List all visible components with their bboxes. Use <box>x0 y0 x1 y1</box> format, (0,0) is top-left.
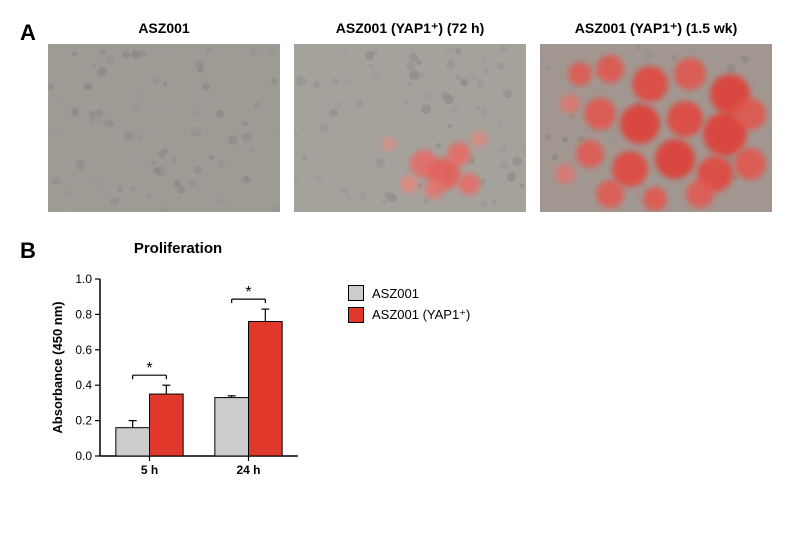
svg-text:0.2: 0.2 <box>75 414 92 428</box>
micrograph-title-1: ASZ001 (YAP1⁺) (72 h) <box>336 20 484 38</box>
panel-b-label: B <box>20 238 36 264</box>
svg-text:0.8: 0.8 <box>75 307 92 321</box>
legend-swatch-1 <box>348 307 364 323</box>
svg-text:0.6: 0.6 <box>75 343 92 357</box>
micrograph-2: ASZ001 (YAP1⁺) (1.5 wk) <box>540 20 772 212</box>
legend-row-0: ASZ001 <box>348 285 470 301</box>
micrograph-image-1 <box>294 44 526 212</box>
legend: ASZ001 ASZ001 (YAP1⁺) <box>348 285 470 329</box>
svg-text:24 h: 24 h <box>236 463 260 477</box>
svg-text:0.4: 0.4 <box>75 378 92 392</box>
micrograph-title-0: ASZ001 <box>138 20 189 38</box>
svg-text:*: * <box>146 360 152 377</box>
micrograph-image-0 <box>48 44 280 212</box>
panel-a-label: A <box>20 20 36 46</box>
panel-a-row: ASZ001 ASZ001 (YAP1⁺) (72 h) ASZ001 (YAP1⁺… <box>48 20 778 212</box>
svg-text:1.0: 1.0 <box>75 272 92 286</box>
chart-title: Proliferation <box>134 240 222 257</box>
micrograph-0: ASZ001 <box>48 20 280 212</box>
legend-label-1: ASZ001 (YAP1⁺) <box>372 307 470 323</box>
micrograph-title-2: ASZ001 (YAP1⁺) (1.5 wk) <box>575 20 738 38</box>
svg-text:*: * <box>245 284 251 301</box>
panel-b-row: Proliferation 0.0 0.2 0.4 0.6 0.8 1.0 Absorban… <box>48 240 778 491</box>
chart-svg-wrap: 0.0 0.2 0.4 0.6 0.8 1.0 Absorbance (450 nm) 5 h… <box>48 261 308 491</box>
legend-label-0: ASZ001 <box>372 286 419 301</box>
legend-row-1: ASZ001 (YAP1⁺) <box>348 307 470 323</box>
chart-block: Proliferation 0.0 0.2 0.4 0.6 0.8 1.0 Absorban… <box>48 240 308 491</box>
svg-text:5 h: 5 h <box>141 463 158 477</box>
legend-swatch-0 <box>348 285 364 301</box>
svg-text:Absorbance (450 nm): Absorbance (450 nm) <box>50 301 65 433</box>
micrograph-1: ASZ001 (YAP1⁺) (72 h) <box>294 20 526 212</box>
svg-text:0.0: 0.0 <box>75 449 92 463</box>
bar-chart: 0.0 0.2 0.4 0.6 0.8 1.0 Absorbance (450 nm) 5 h… <box>48 261 308 486</box>
micrograph-image-2 <box>540 44 772 212</box>
figure: A ASZ001 ASZ001 (YAP1⁺) (72 h) ASZ001 (YAP… <box>20 20 778 491</box>
